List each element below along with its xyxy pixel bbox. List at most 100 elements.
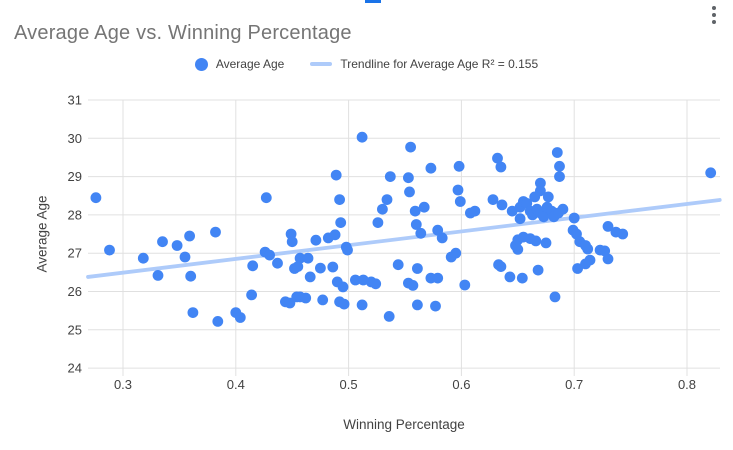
scatter-point[interactable] — [469, 205, 481, 217]
scatter-point[interactable] — [171, 240, 183, 251]
scatter-point[interactable] — [304, 271, 316, 283]
scatter-point[interactable] — [602, 253, 614, 265]
scatter-point[interactable] — [572, 263, 583, 274]
legend-item-trendline[interactable]: Trendline for Average Age R² = 0.155 — [310, 57, 538, 71]
scatter-point[interactable] — [372, 217, 384, 229]
scatter-point[interactable] — [554, 171, 565, 183]
scatter-point[interactable] — [410, 219, 422, 230]
scatter-point[interactable] — [272, 257, 283, 269]
scatter-point[interactable] — [453, 160, 465, 172]
trendline[interactable] — [86, 198, 722, 279]
scatter-point[interactable] — [602, 221, 614, 232]
scatter-point[interactable] — [538, 211, 550, 223]
scatter-point[interactable] — [516, 272, 528, 284]
scatter-point[interactable] — [300, 292, 312, 304]
scatter-point[interactable] — [403, 172, 414, 184]
scatter-point[interactable] — [317, 294, 329, 306]
scatter-point[interactable] — [551, 147, 563, 158]
scatter-point[interactable] — [554, 160, 565, 172]
scatter-point[interactable] — [234, 312, 246, 323]
scatter-point[interactable] — [540, 237, 552, 249]
scatter-point[interactable] — [405, 141, 416, 153]
scatter-point[interactable] — [90, 192, 102, 204]
scatter-point[interactable] — [430, 300, 441, 312]
scatter-point[interactable] — [705, 167, 717, 179]
scatter-point[interactable] — [392, 259, 404, 271]
scatter-point[interactable] — [310, 234, 322, 246]
scatter-point[interactable] — [337, 281, 349, 293]
scatter-point[interactable] — [407, 280, 419, 291]
scatter-point[interactable] — [495, 161, 507, 173]
scatter-point[interactable] — [338, 298, 350, 310]
scatter-point[interactable] — [179, 251, 191, 263]
scatter-point[interactable] — [535, 177, 546, 189]
scatter-point[interactable] — [568, 212, 580, 224]
scatter-point[interactable] — [617, 228, 629, 240]
scatter-point[interactable] — [184, 230, 196, 242]
scatter-point[interactable] — [137, 252, 149, 264]
scatter-point[interactable] — [412, 299, 423, 311]
kebab-dot — [712, 5, 716, 10]
scatter-point[interactable] — [187, 307, 199, 318]
scatter-point[interactable] — [425, 162, 437, 174]
scatter-point[interactable] — [356, 131, 368, 143]
scatter-point[interactable] — [294, 252, 306, 264]
scatter-point[interactable] — [418, 201, 430, 213]
scatter-point[interactable] — [532, 264, 544, 276]
scatter-point[interactable] — [286, 236, 298, 248]
scatter-point[interactable] — [292, 261, 304, 272]
scatter-point[interactable] — [492, 152, 503, 164]
scatter-point[interactable] — [247, 260, 259, 272]
scatter-point[interactable] — [185, 270, 197, 282]
scatter-point[interactable] — [450, 247, 462, 259]
scatter-point[interactable] — [327, 261, 339, 273]
scatter-point[interactable] — [557, 203, 569, 215]
scatter-point[interactable] — [157, 236, 168, 248]
more-options-icon[interactable] — [706, 4, 722, 25]
legend-item-average-age[interactable]: Average Age — [194, 57, 284, 71]
scatter-point[interactable] — [381, 194, 393, 206]
scatter-point[interactable] — [580, 258, 591, 270]
scatter-point[interactable] — [335, 217, 347, 229]
scatter-point[interactable] — [454, 196, 466, 207]
scatter-point[interactable] — [104, 244, 115, 256]
scatter-point[interactable] — [210, 226, 221, 238]
scatter-point[interactable] — [409, 205, 421, 217]
scatter-point[interactable] — [152, 270, 164, 281]
scatter-point[interactable] — [334, 194, 345, 206]
scatter-point[interactable] — [496, 199, 508, 211]
scatter-point[interactable] — [264, 249, 275, 261]
scatter-point[interactable] — [246, 289, 257, 301]
scatter-point[interactable] — [432, 272, 444, 284]
scatter-point[interactable] — [302, 252, 314, 264]
scatter-point[interactable] — [383, 311, 395, 322]
scatter-point[interactable] — [436, 232, 448, 244]
scatter-point[interactable] — [529, 191, 541, 203]
scatter-point[interactable] — [504, 271, 516, 283]
scatter-point[interactable] — [412, 263, 423, 274]
scatter-point[interactable] — [530, 235, 542, 247]
scatter-point[interactable] — [384, 171, 396, 183]
scatter-point[interactable] — [487, 194, 499, 206]
scatter-point[interactable] — [495, 261, 507, 272]
scatter-point[interactable] — [542, 191, 554, 203]
scatter-point[interactable] — [350, 274, 361, 286]
scatter-point[interactable] — [514, 213, 526, 225]
scatter-point[interactable] — [549, 291, 561, 303]
scatter-point[interactable] — [459, 279, 471, 291]
scatter-point[interactable] — [356, 299, 368, 311]
scatter-point[interactable] — [377, 203, 388, 215]
scatter-point[interactable] — [212, 316, 224, 327]
scatter-point[interactable] — [512, 244, 524, 255]
scatter-point[interactable] — [452, 184, 464, 196]
scatter-point[interactable] — [342, 244, 353, 256]
scatter-point[interactable] — [315, 262, 326, 274]
scatter-point[interactable] — [329, 229, 341, 241]
scatter-point[interactable] — [370, 278, 382, 290]
scatter-point[interactable] — [260, 192, 272, 204]
scatter-point[interactable] — [404, 186, 415, 198]
scatter-point[interactable] — [330, 169, 342, 181]
scatter-point[interactable] — [415, 227, 427, 239]
scatter-point[interactable] — [582, 243, 594, 255]
